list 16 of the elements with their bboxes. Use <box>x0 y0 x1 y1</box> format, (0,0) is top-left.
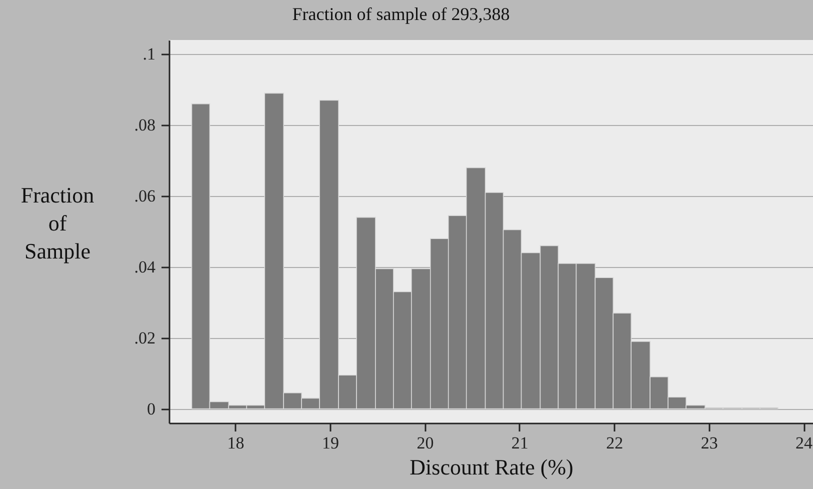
x-tick-label: 20 <box>416 434 434 452</box>
x-axis-title: Discount Rate (%) <box>410 454 574 480</box>
x-tick-label: 19 <box>322 434 339 452</box>
x-tick-label: 23 <box>700 434 718 452</box>
y-axis-title: Fraction of Sample <box>20 182 94 264</box>
y-tick-label: .08 <box>134 116 156 135</box>
y-tick-label: 0 <box>147 399 156 418</box>
y-tick-label: .06 <box>134 186 156 206</box>
chart-title: Fraction of sample of 293,388 <box>292 4 510 24</box>
x-tick-label: 21 <box>511 434 528 452</box>
x-tick-label: 22 <box>606 434 624 452</box>
y-tick-label: .02 <box>134 328 156 348</box>
y-tick-label: .1 <box>142 44 156 64</box>
y-tick-label: .04 <box>134 257 156 276</box>
x-tick-label: 18 <box>227 434 244 452</box>
x-tick-label: 24 <box>796 434 813 452</box>
